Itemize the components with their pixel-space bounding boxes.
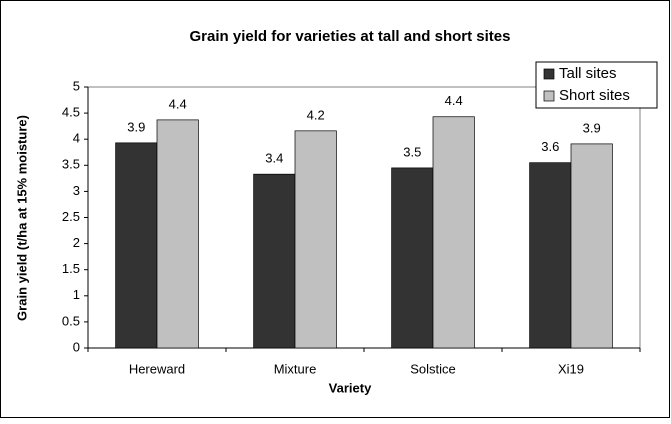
value-label: 3.6 — [541, 139, 559, 154]
y-axis-title: Grain yield (t/ha at 15% moisture) — [14, 115, 29, 321]
value-label: 3.9 — [127, 119, 145, 134]
y-tick-label: 3.5 — [62, 157, 80, 172]
y-tick-label: 4 — [73, 131, 80, 146]
value-label: 3.9 — [583, 120, 601, 135]
legend-box — [535, 61, 658, 109]
bar — [253, 173, 296, 349]
value-label: 3.5 — [403, 144, 421, 159]
y-tick-label: 2.5 — [62, 209, 80, 224]
y-tick-label: 1.5 — [62, 261, 80, 276]
bar — [529, 162, 572, 349]
value-label: 4.2 — [307, 107, 325, 122]
value-label: 3.4 — [265, 151, 283, 166]
y-tick-label: 2 — [73, 235, 80, 250]
value-label: 4.4 — [169, 96, 187, 111]
bar — [570, 143, 613, 349]
legend-label: Tall sites — [559, 65, 617, 82]
x-tick-label: Solstice — [410, 361, 456, 376]
bar — [115, 142, 158, 349]
legend-label: Short sites — [559, 87, 630, 104]
y-tick-label: 5 — [73, 78, 80, 93]
y-tick-label: 1 — [73, 287, 80, 302]
bar — [294, 130, 337, 349]
bar — [432, 116, 475, 349]
y-tick-label: 3 — [73, 183, 80, 198]
y-tick-label: 4.5 — [62, 105, 80, 120]
legend-swatch — [543, 90, 555, 102]
y-tick-label: 0 — [73, 339, 80, 354]
value-label: 4.4 — [445, 93, 463, 108]
legend-swatch — [543, 68, 555, 80]
chart-title: Grain yield for varieties at tall and sh… — [190, 28, 511, 45]
x-tick-label: Hereward — [129, 361, 185, 376]
bar — [156, 119, 199, 349]
bar — [391, 167, 434, 349]
x-axis-title: Variety — [329, 380, 372, 395]
y-tick-label: 0.5 — [62, 313, 80, 328]
x-tick-label: Mixture — [274, 361, 317, 376]
x-tick-label: Xi19 — [558, 361, 584, 376]
